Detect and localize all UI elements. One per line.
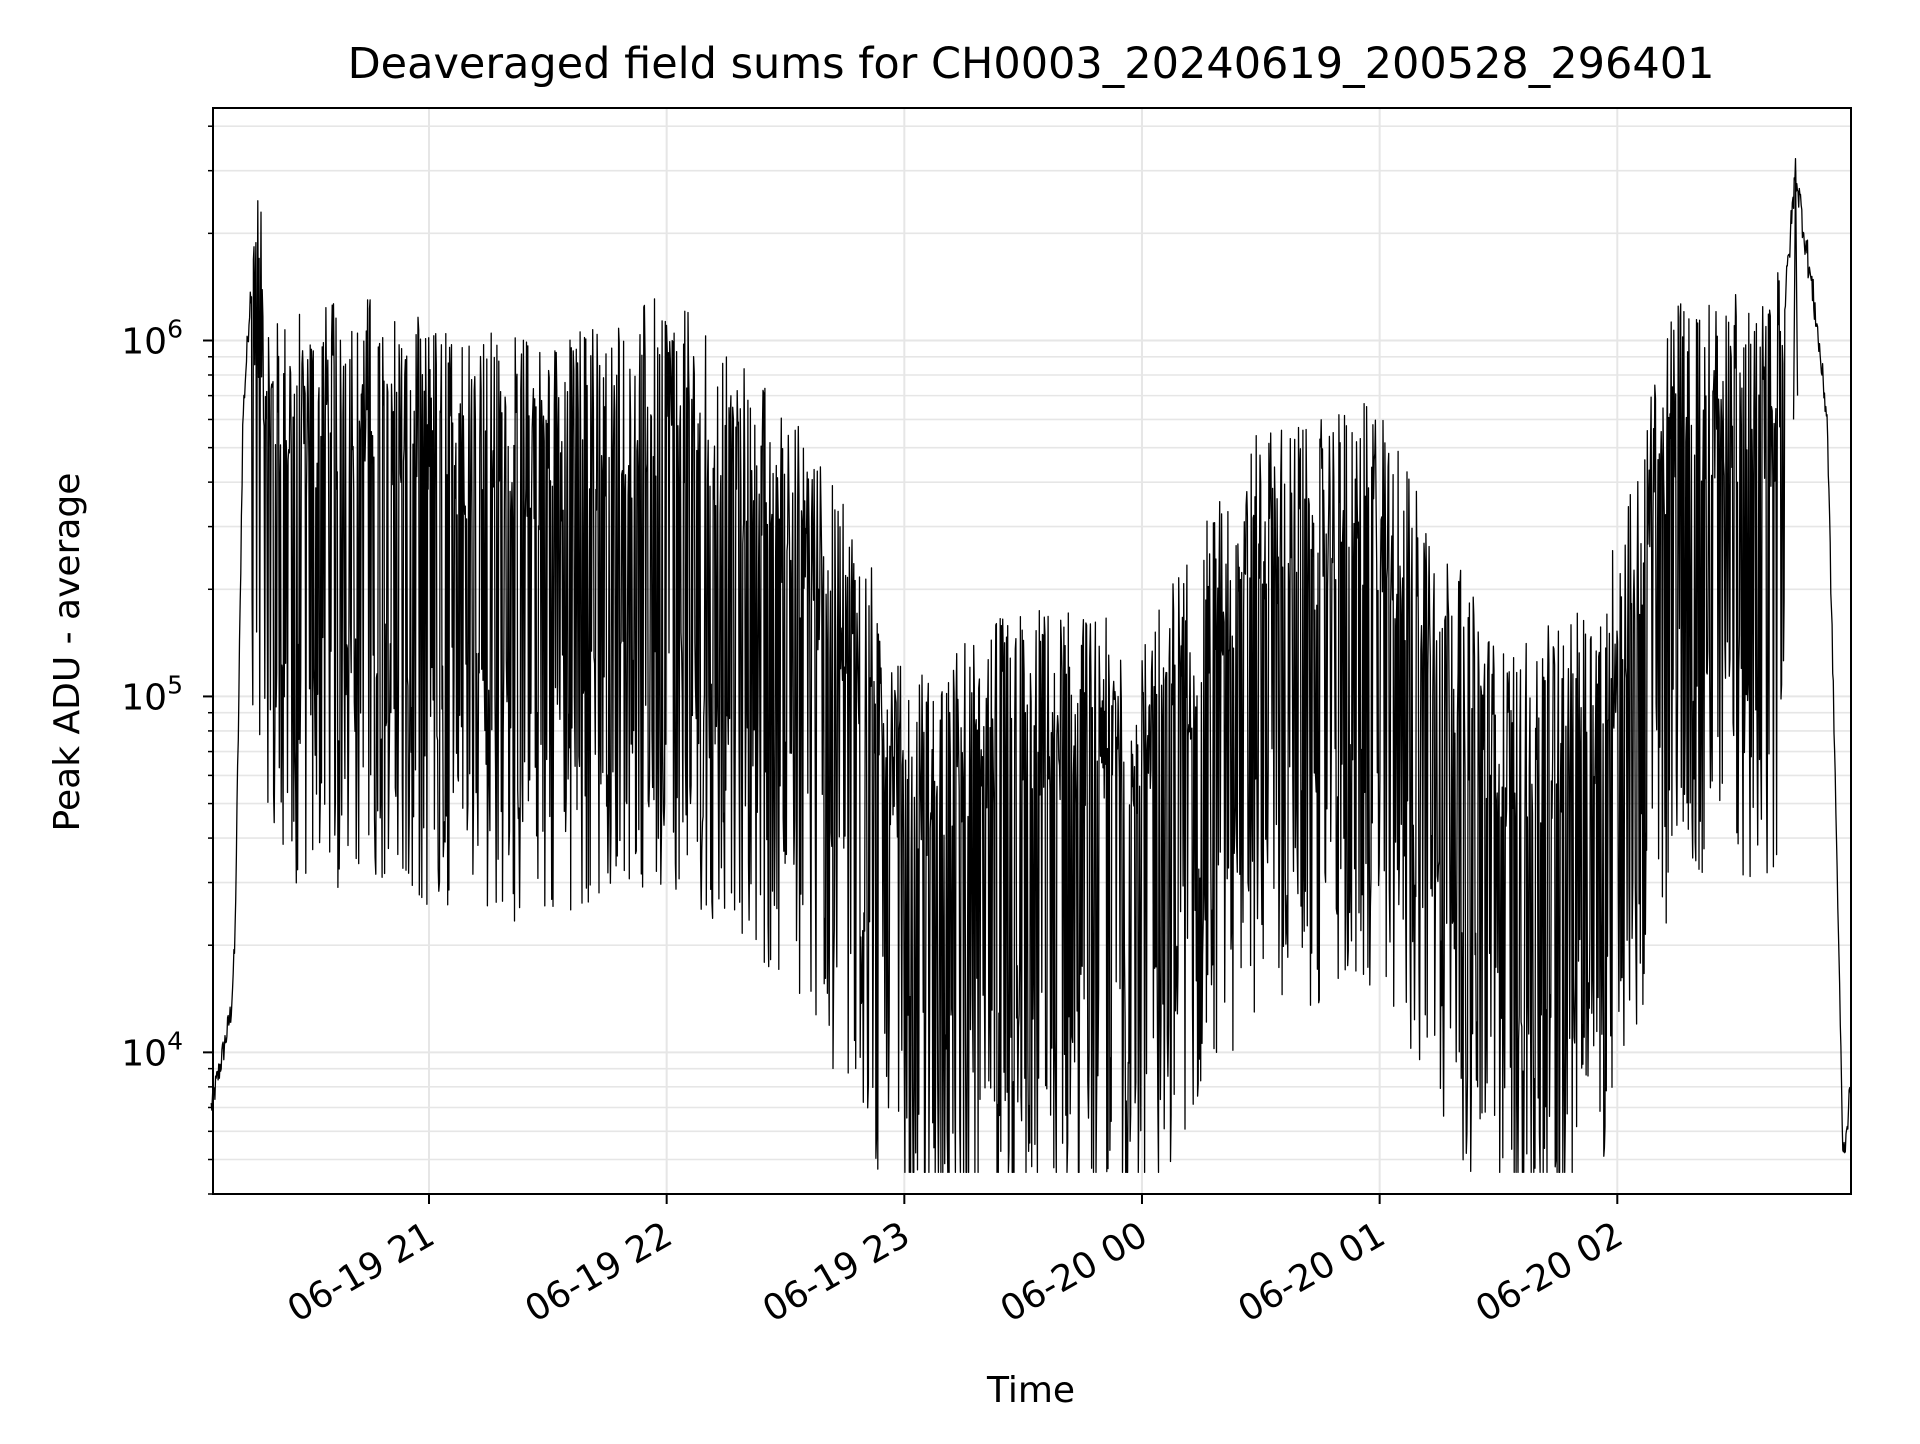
series-layer <box>210 158 1852 1174</box>
x-axis-label: Time <box>986 1370 1075 1411</box>
series-spike <box>1792 170 1799 420</box>
y-axis-label: Peak ADU - average <box>47 473 88 832</box>
plot-frame <box>212 107 1852 1195</box>
y-tick-label: 104 <box>121 1026 183 1074</box>
y-tick-label: 106 <box>121 314 183 362</box>
y-tick-label: 105 <box>121 670 183 718</box>
series-line <box>210 158 1852 1174</box>
y-axis: 104 105 106 <box>121 125 213 1195</box>
chart-title: Deaveraged field sums for CH0003_2024061… <box>348 39 1715 89</box>
